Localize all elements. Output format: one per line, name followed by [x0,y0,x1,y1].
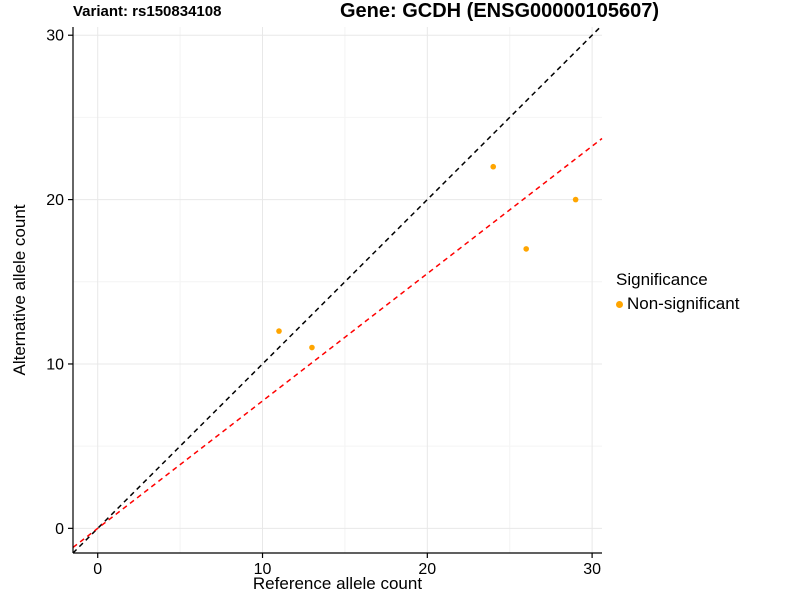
x-tick-label: 20 [418,561,436,578]
y-axis-title: Alternative allele count [10,204,29,376]
data-point [572,196,579,203]
plot-title-gene: Gene: GCDH (ENSG00000105607) [340,0,660,22]
y-tick-label: 20 [46,192,64,209]
x-axis-title: Reference allele count [252,574,423,593]
data-point [309,344,315,351]
y-tick-label: 10 [46,356,64,373]
data-point [490,163,497,170]
plot-title-variant: Variant: rs150834108 [73,3,222,20]
y-tick-label: 0 [55,521,64,538]
data-point [523,246,529,252]
expected-ratio-line [72,137,603,549]
legend-item-label: Non-significant [627,294,740,313]
data-point [276,328,282,334]
x-tick-label: 0 [93,561,102,578]
x-tick-label: 10 [254,561,272,578]
identity-line [72,26,601,554]
legend-point-icon [616,300,623,308]
x-tick-label: 30 [583,561,601,578]
legend-item-non-significant: Non-significant [616,294,739,314]
y-tick-label: 30 [46,28,64,45]
legend-title: Significance [616,270,708,289]
legend: Significance Non-significant [616,270,739,314]
